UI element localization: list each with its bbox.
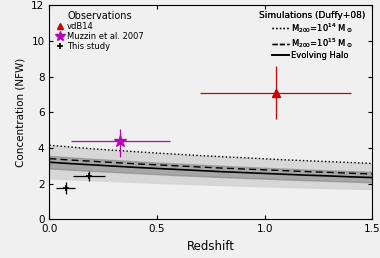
Y-axis label: Concentration (NFW): Concentration (NFW) bbox=[16, 58, 26, 167]
X-axis label: Redshift: Redshift bbox=[187, 240, 235, 253]
Legend: M$_{200}$=10$^{14}$ M$_\odot$, M$_{200}$=10$^{15}$ M$_\odot$, Evolving Halo: M$_{200}$=10$^{14}$ M$_\odot$, M$_{200}$… bbox=[258, 9, 367, 62]
